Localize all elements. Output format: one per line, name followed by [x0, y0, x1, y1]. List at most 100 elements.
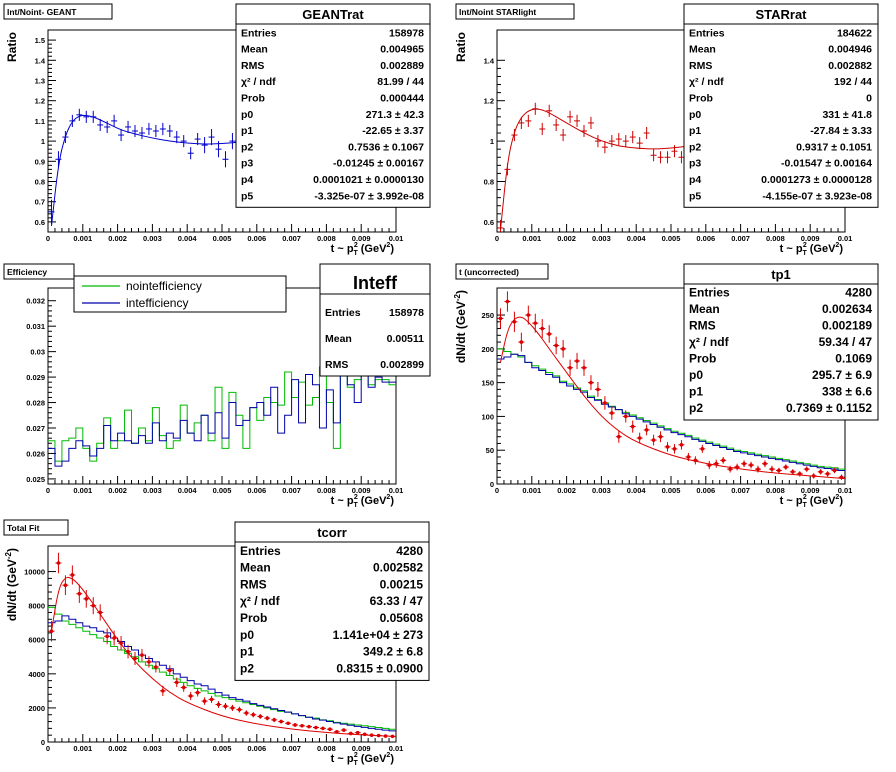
stats-row-label: Prob: [689, 93, 713, 105]
x-axis-label-unit-end: ): [390, 495, 394, 507]
stats-row-label: p1: [240, 645, 254, 659]
stats-row-label: RMS: [689, 60, 712, 72]
x-tick-label: 0.01: [389, 234, 404, 243]
data-point: [553, 336, 560, 355]
data-point: [748, 461, 755, 469]
data-point: [699, 444, 706, 453]
chart-panel-3: 0 0.001 0.002 0.003 0.004 0.005 0.006 0.007 0.00…: [3, 263, 431, 509]
stats-row-value: 0: [866, 93, 872, 105]
fit-curve: [499, 316, 845, 480]
data-point-marker: [84, 597, 89, 601]
data-point: [166, 665, 173, 676]
data-point-marker: [112, 636, 116, 640]
stats-row-label: χ² / ndf: [689, 335, 730, 349]
data-point-marker: [161, 689, 165, 693]
y-axis-label-main: Ratio: [5, 32, 19, 62]
stats-row-label: Entries: [325, 307, 361, 319]
data-point-marker: [721, 458, 725, 463]
data-point-marker: [777, 468, 781, 473]
data-point: [831, 467, 838, 474]
x-axis-label-unit-sup: 2: [835, 242, 839, 249]
data-point-marker: [314, 725, 318, 730]
y-axis-label: Ratio: [5, 32, 19, 62]
data-point: [201, 137, 208, 154]
x-axis-label: t ~ pT2 (GeV2): [780, 242, 844, 257]
y-tick-label: 0.032: [26, 297, 45, 306]
data-point-marker: [644, 428, 649, 432]
chart-panel-1: 0 0.001 0.002 0.003 0.004 0.005 0.006 0.007 0.00…: [3, 3, 431, 257]
stats-row-value: 0.9317 ± 0.1051: [796, 141, 872, 153]
data-point-marker: [258, 714, 263, 719]
data-point-marker: [279, 719, 283, 724]
data-point: [340, 728, 347, 732]
y-tick-label: 0.025: [26, 475, 45, 484]
data-point-marker: [362, 732, 367, 737]
panel-title-text: Int/Noint STARlight: [459, 7, 536, 17]
data-point-marker: [355, 730, 360, 735]
x-tick-label: 0.007: [731, 486, 750, 495]
data-point: [257, 714, 264, 719]
panel-title-box: [3, 263, 75, 280]
data-point-marker: [763, 461, 767, 466]
x-axis-label-main: t ~ p: [331, 753, 354, 765]
stats-row-value: 0.002582: [373, 561, 423, 575]
x-tick-label: 0.008: [317, 486, 336, 495]
data-point: [650, 149, 657, 162]
data-point: [567, 359, 574, 376]
data-point: [581, 359, 587, 376]
x-tick-label: 0.01: [389, 486, 404, 495]
data-point: [803, 466, 810, 472]
data-point: [187, 147, 194, 160]
stats-row-label: RMS: [240, 577, 267, 591]
y-tick-label: 0.027: [26, 424, 45, 433]
y-tick-label: 50: [486, 446, 494, 455]
data-point-marker: [804, 467, 809, 471]
x-tick-label: 0.008: [766, 486, 785, 495]
y-tick-label: 4000: [28, 670, 45, 679]
plot-area: [497, 291, 845, 480]
x-axis-label-unit-end: ): [839, 495, 843, 507]
stats-row-value: 0.004965: [380, 44, 424, 56]
stats-title: Inteff: [353, 273, 398, 293]
x-tick-label: 0.003: [143, 744, 162, 753]
x-tick-label: 0.003: [592, 234, 611, 243]
stats-row-value: 59.34 / 47: [819, 335, 873, 349]
data-point: [104, 628, 111, 645]
stats-row-label: Prob: [241, 93, 265, 105]
stats-row-label: χ² / ndf: [689, 76, 724, 88]
stats-row-value: 4280: [845, 286, 872, 300]
data-point-marker: [637, 436, 642, 440]
stats-row-value: 338 ± 6.6: [822, 385, 872, 399]
x-tick-label: 0.001: [73, 234, 92, 243]
stats-row-label: Entries: [689, 27, 725, 39]
data-point-marker: [272, 718, 277, 722]
y-tick-label: 0.8: [484, 178, 494, 187]
data-point-marker: [686, 455, 691, 459]
x-axis-label-unit-sup: 2: [835, 494, 839, 501]
x-tick-label: 0.006: [247, 486, 266, 495]
data-point: [560, 128, 567, 142]
data-point-marker: [335, 729, 339, 734]
data-point: [83, 110, 90, 123]
x-tick-label: 0.006: [247, 234, 266, 243]
stats-title: GEANTrat: [302, 7, 364, 22]
data-point: [145, 656, 152, 668]
stats-row-value: 0.002899: [380, 359, 424, 371]
data-point-marker: [589, 380, 593, 385]
data-point-marker: [700, 447, 705, 451]
chart-panel-5: 0 0.001 0.002 0.003 0.004 0.005 0.006 0.007 0.00…: [3, 519, 430, 767]
legend: nointefficiency intefficiency: [73, 275, 287, 313]
data-point-marker: [174, 680, 179, 685]
x-tick-label: 0.009: [801, 234, 820, 243]
data-point: [601, 396, 608, 410]
x-axis-label-main: t ~ p: [780, 495, 803, 507]
histogram-series-nointefficiency: [48, 366, 396, 462]
x-axis-label: t ~ pT2 (GeV2): [331, 494, 395, 509]
stats-box-frame: [683, 263, 879, 421]
data-point: [622, 410, 629, 423]
data-point: [581, 124, 587, 138]
data-point: [525, 114, 532, 127]
stats-title: STARrat: [755, 7, 807, 22]
data-point: [292, 723, 299, 727]
data-point-marker: [561, 347, 565, 351]
